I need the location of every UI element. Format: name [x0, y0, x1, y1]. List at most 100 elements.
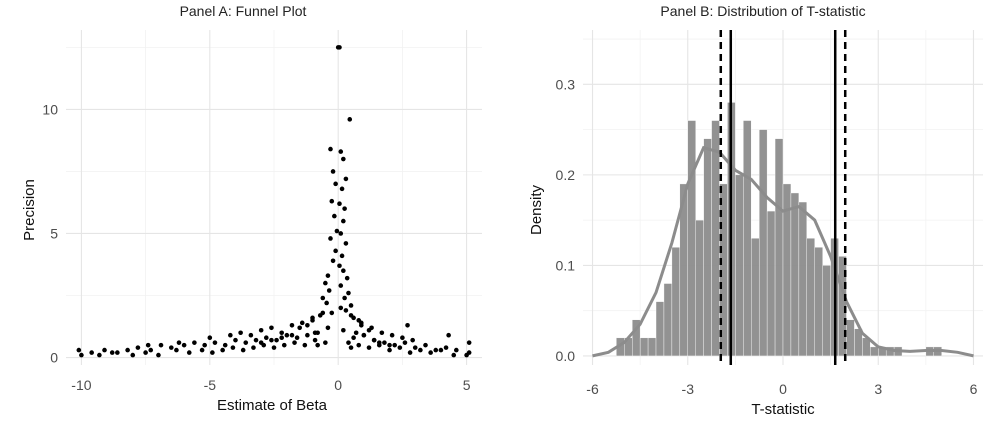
scatter-point [379, 330, 385, 336]
histogram-bar [703, 138, 712, 357]
scatter-point [125, 347, 130, 353]
scatter-point [312, 337, 318, 343]
scatter-point [320, 295, 326, 301]
scatter-point [351, 335, 356, 341]
scatter-point [76, 347, 82, 353]
scatter-point [332, 213, 337, 219]
panel-a-y-ticks: 0 5 10 [42, 101, 58, 365]
histogram-bar [663, 283, 673, 357]
scatter-point [325, 273, 331, 278]
scatter-point [292, 340, 297, 345]
panel-b-y-tick-label: 0.2 [556, 167, 576, 183]
scatter-point [347, 117, 353, 122]
panel-a-x-tick-label: 5 [463, 377, 471, 393]
scatter-point [299, 320, 305, 326]
scatter-point [269, 325, 274, 331]
scatter-point [130, 352, 136, 358]
scatter-point [344, 275, 350, 281]
scatter-point [329, 310, 335, 316]
scatter-point [343, 241, 349, 246]
panel-b-y-ticks: 0.0 0.1 0.2 0.3 [556, 76, 576, 364]
scatter-point [143, 350, 148, 355]
scatter-point [446, 332, 451, 338]
scatter-point [338, 283, 344, 288]
scatter-point [261, 342, 267, 348]
panel-b-y-tick-label: 0.1 [556, 257, 576, 273]
panel-a-grid [66, 30, 482, 365]
scatter-point [186, 350, 192, 355]
scatter-point [294, 335, 300, 341]
scatter-point [79, 352, 84, 358]
panel-b: -6 -3 0 3 6 0.0 0.1 0.2 0.3 Panel B: Distributi… [528, 3, 983, 418]
scatter-point [251, 345, 256, 350]
scatter-point [343, 176, 349, 182]
histogram-bar [647, 337, 657, 357]
scatter-point [324, 300, 329, 306]
panel-b-x-tick-label: 3 [874, 381, 882, 397]
scatter-point [376, 342, 382, 348]
histogram-bar [671, 247, 681, 357]
scatter-point [337, 201, 342, 207]
scatter-point [428, 350, 433, 355]
scatter-point [148, 347, 154, 353]
scatter-point [341, 268, 346, 274]
scatter-point [338, 305, 344, 311]
histogram-bar [790, 192, 800, 357]
scatter-point [330, 258, 336, 264]
scatter-point [326, 288, 332, 293]
scatter-point [230, 345, 236, 350]
scatter-point [89, 350, 94, 355]
scatter-point [346, 340, 351, 345]
scatter-point [342, 295, 347, 301]
panel-b-y-label: Density [528, 184, 545, 235]
scatter-point [263, 335, 269, 341]
scatter-point [310, 315, 315, 321]
scatter-point [443, 345, 449, 350]
histogram-bar [798, 201, 808, 357]
scatter-point [339, 253, 345, 259]
histogram-bar [711, 120, 720, 357]
scatter-point [348, 345, 354, 350]
scatter-point [338, 149, 344, 154]
scatter-point [333, 181, 338, 187]
scatter-point [274, 337, 279, 343]
scatter-point [407, 350, 413, 355]
scatter-point [248, 332, 254, 338]
panel-b-x-tick-label: -6 [586, 381, 599, 397]
panel-a-y-tick-label: 5 [50, 225, 58, 241]
scatter-point [389, 332, 395, 338]
scatter-point [397, 345, 403, 350]
scatter-point [341, 218, 346, 224]
histogram-bar [751, 238, 760, 357]
scatter-point [228, 332, 233, 338]
panel-a-y-tick-label: 10 [42, 101, 58, 117]
scatter-point [382, 340, 387, 345]
panel-b-bars [616, 102, 942, 357]
histogram-bar [838, 256, 847, 357]
scatter-point [366, 345, 372, 350]
scatter-point [192, 340, 197, 345]
scatter-point [369, 325, 374, 331]
scatter-point [281, 342, 287, 348]
scatter-point [328, 236, 333, 241]
scatter-point [392, 342, 397, 348]
scatter-point [341, 327, 346, 333]
scatter-point [145, 342, 151, 348]
scatter-point [115, 350, 120, 355]
scatter-point [387, 347, 392, 353]
histogram-bar [846, 319, 855, 357]
panel-b-y-tick-label: 0.0 [556, 348, 576, 364]
scatter-point [305, 322, 310, 328]
scatter-point [348, 303, 354, 308]
scatter-point [418, 347, 423, 353]
panel-b-title: Panel B: Distribution of T-statistic [660, 3, 865, 19]
histogram-bar [822, 265, 831, 357]
scatter-point [222, 342, 228, 348]
scatter-point [402, 340, 408, 345]
histogram-bar [774, 138, 784, 357]
panel-a-y-tick-label: 0 [50, 350, 58, 366]
scatter-point [325, 325, 331, 331]
scatter-point [343, 308, 349, 313]
scatter-point [279, 330, 285, 336]
density-curve [592, 145, 974, 358]
